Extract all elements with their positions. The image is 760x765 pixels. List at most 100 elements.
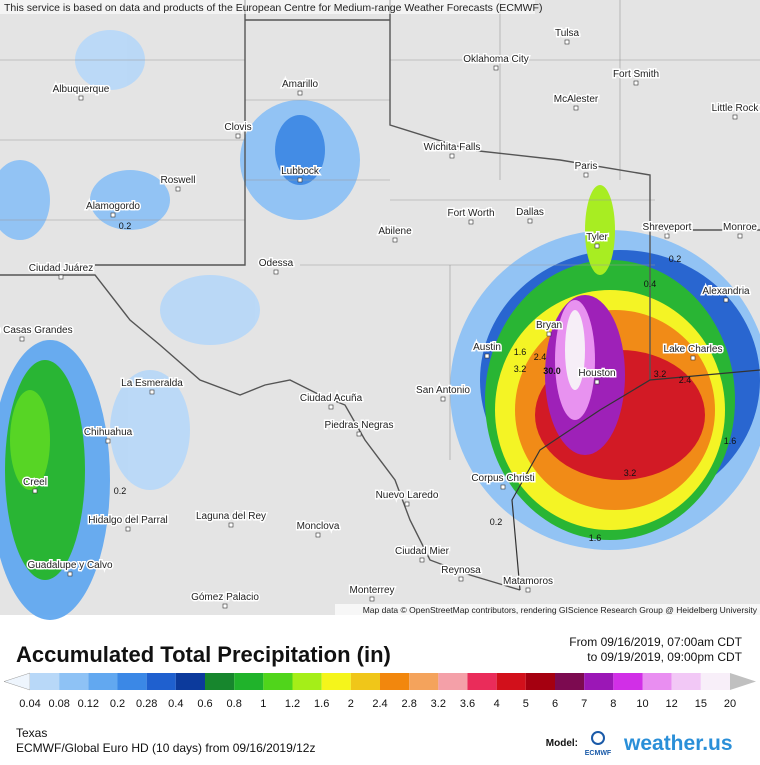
ecmwf-logo: ECMWF <box>585 750 612 757</box>
city-label: Austin <box>473 342 501 353</box>
city-marker <box>222 603 228 609</box>
city-marker <box>273 269 279 275</box>
city-marker <box>369 596 375 602</box>
city-label: Ciudad Mier <box>395 546 450 557</box>
city-marker <box>664 233 670 239</box>
legend-label: 6 <box>552 698 558 710</box>
city-marker <box>297 177 303 183</box>
city-marker <box>78 95 84 101</box>
city-marker <box>297 90 303 96</box>
city-marker <box>419 557 425 563</box>
legend-label: 0.4 <box>168 698 183 710</box>
legend-label: 8 <box>610 698 616 710</box>
city-marker <box>527 218 533 224</box>
city-marker <box>404 501 410 507</box>
legend-label: 7 <box>581 698 587 710</box>
map-value: 2.4 <box>534 352 547 362</box>
city-label: San Antonio <box>416 385 470 396</box>
legend-label: 0.04 <box>19 698 40 710</box>
legend-swatch <box>59 673 89 690</box>
legend-label: 10 <box>636 698 648 710</box>
brand-logo[interactable]: weather.us <box>623 732 733 755</box>
legend-swatch <box>438 673 468 690</box>
city-marker <box>633 80 639 86</box>
legend-swatch <box>263 673 293 690</box>
city-label: Oklahoma City <box>463 54 529 65</box>
map-value: 1.6 <box>589 533 602 543</box>
city-label: Alamogordo <box>86 201 140 212</box>
city-label: McAlester <box>554 94 599 105</box>
legend-swatch <box>467 673 497 690</box>
city-marker <box>468 219 474 225</box>
city-marker <box>732 114 738 120</box>
legend-swatch <box>117 673 147 690</box>
model-line: ECMWF/Global Euro HD (10 days) from 09/1… <box>16 741 315 755</box>
city-marker <box>573 105 579 111</box>
city-label: Laguna del Rey <box>196 511 266 522</box>
legend-label: 0.2 <box>110 698 125 710</box>
city-marker <box>594 379 600 385</box>
city-label: La Esmeralda <box>121 378 183 389</box>
city-marker <box>564 39 570 45</box>
city-label: Odessa <box>259 258 294 269</box>
city-marker <box>328 404 334 410</box>
city-label: Chihuahua <box>84 427 133 438</box>
legend-label: 0.12 <box>78 698 99 710</box>
city-label: Abilene <box>378 226 412 237</box>
legend-label: 2 <box>348 698 354 710</box>
city-label: Clovis <box>224 122 251 133</box>
city-marker <box>235 133 241 139</box>
legend-swatch <box>234 673 264 690</box>
map-value: 3.2 <box>624 468 637 478</box>
legend-label: 2.4 <box>372 698 387 710</box>
map-value: 3.2 <box>654 369 667 379</box>
legend-swatch <box>700 673 730 690</box>
city-label: Hidalgo del Parral <box>88 515 168 526</box>
city-marker <box>583 172 589 178</box>
city-marker <box>67 571 73 577</box>
legend-swatch <box>525 673 555 690</box>
map-value: 0.2 <box>669 254 682 264</box>
city-marker <box>32 488 38 494</box>
city-marker <box>690 355 696 361</box>
city-label: Fort Smith <box>613 69 659 80</box>
legend-swatch <box>350 673 380 690</box>
date-to: to 09/19/2019, 09:00pm CDT <box>587 650 742 664</box>
city-marker <box>500 484 506 490</box>
color-legend: 0.04 0.08 0.12 0.2 0.28 0.4 0.6 0.8 1 1.2 1.6 2 2.4 2… <box>3 672 756 710</box>
city-label: Tulsa <box>555 28 580 39</box>
legend-label: 0.8 <box>227 698 242 710</box>
city-marker <box>449 153 455 159</box>
legend-label: 2.8 <box>402 698 417 710</box>
map-value: 0.4 <box>644 279 657 289</box>
legend-label: 0.28 <box>136 698 157 710</box>
legend-under <box>3 672 31 691</box>
city-marker <box>125 526 131 532</box>
city-label: Matamoros <box>503 576 553 587</box>
city-label: Creel <box>23 477 47 488</box>
city-label: Tyler <box>586 232 608 243</box>
city-marker <box>594 243 600 249</box>
city-label: Monterrey <box>349 585 394 596</box>
legend-label: 0.6 <box>197 698 212 710</box>
map-value: 3.2 <box>514 364 527 374</box>
legend-label: 4 <box>494 698 500 710</box>
city-label: Monroe <box>723 222 757 233</box>
legend-label: 3.6 <box>460 698 475 710</box>
city-marker <box>356 431 362 437</box>
region: Texas <box>16 726 47 740</box>
legend-label: 1.6 <box>314 698 329 710</box>
legend-label: 0.08 <box>48 698 69 710</box>
legend-swatch <box>671 673 701 690</box>
model-label: Model: <box>546 738 578 749</box>
city-label: Amarillo <box>282 79 319 90</box>
city-label: Nuevo Casas Grandes <box>0 325 73 336</box>
city-marker <box>525 587 531 593</box>
legend-swatch <box>321 673 351 690</box>
map: Tulsa Oklahoma City Fort Smith Albuquerque A… <box>0 0 760 620</box>
city-label: Albuquerque <box>53 84 110 95</box>
city-label: Lubbock <box>281 166 320 177</box>
legend-swatch <box>584 673 614 690</box>
city-marker <box>723 297 729 303</box>
